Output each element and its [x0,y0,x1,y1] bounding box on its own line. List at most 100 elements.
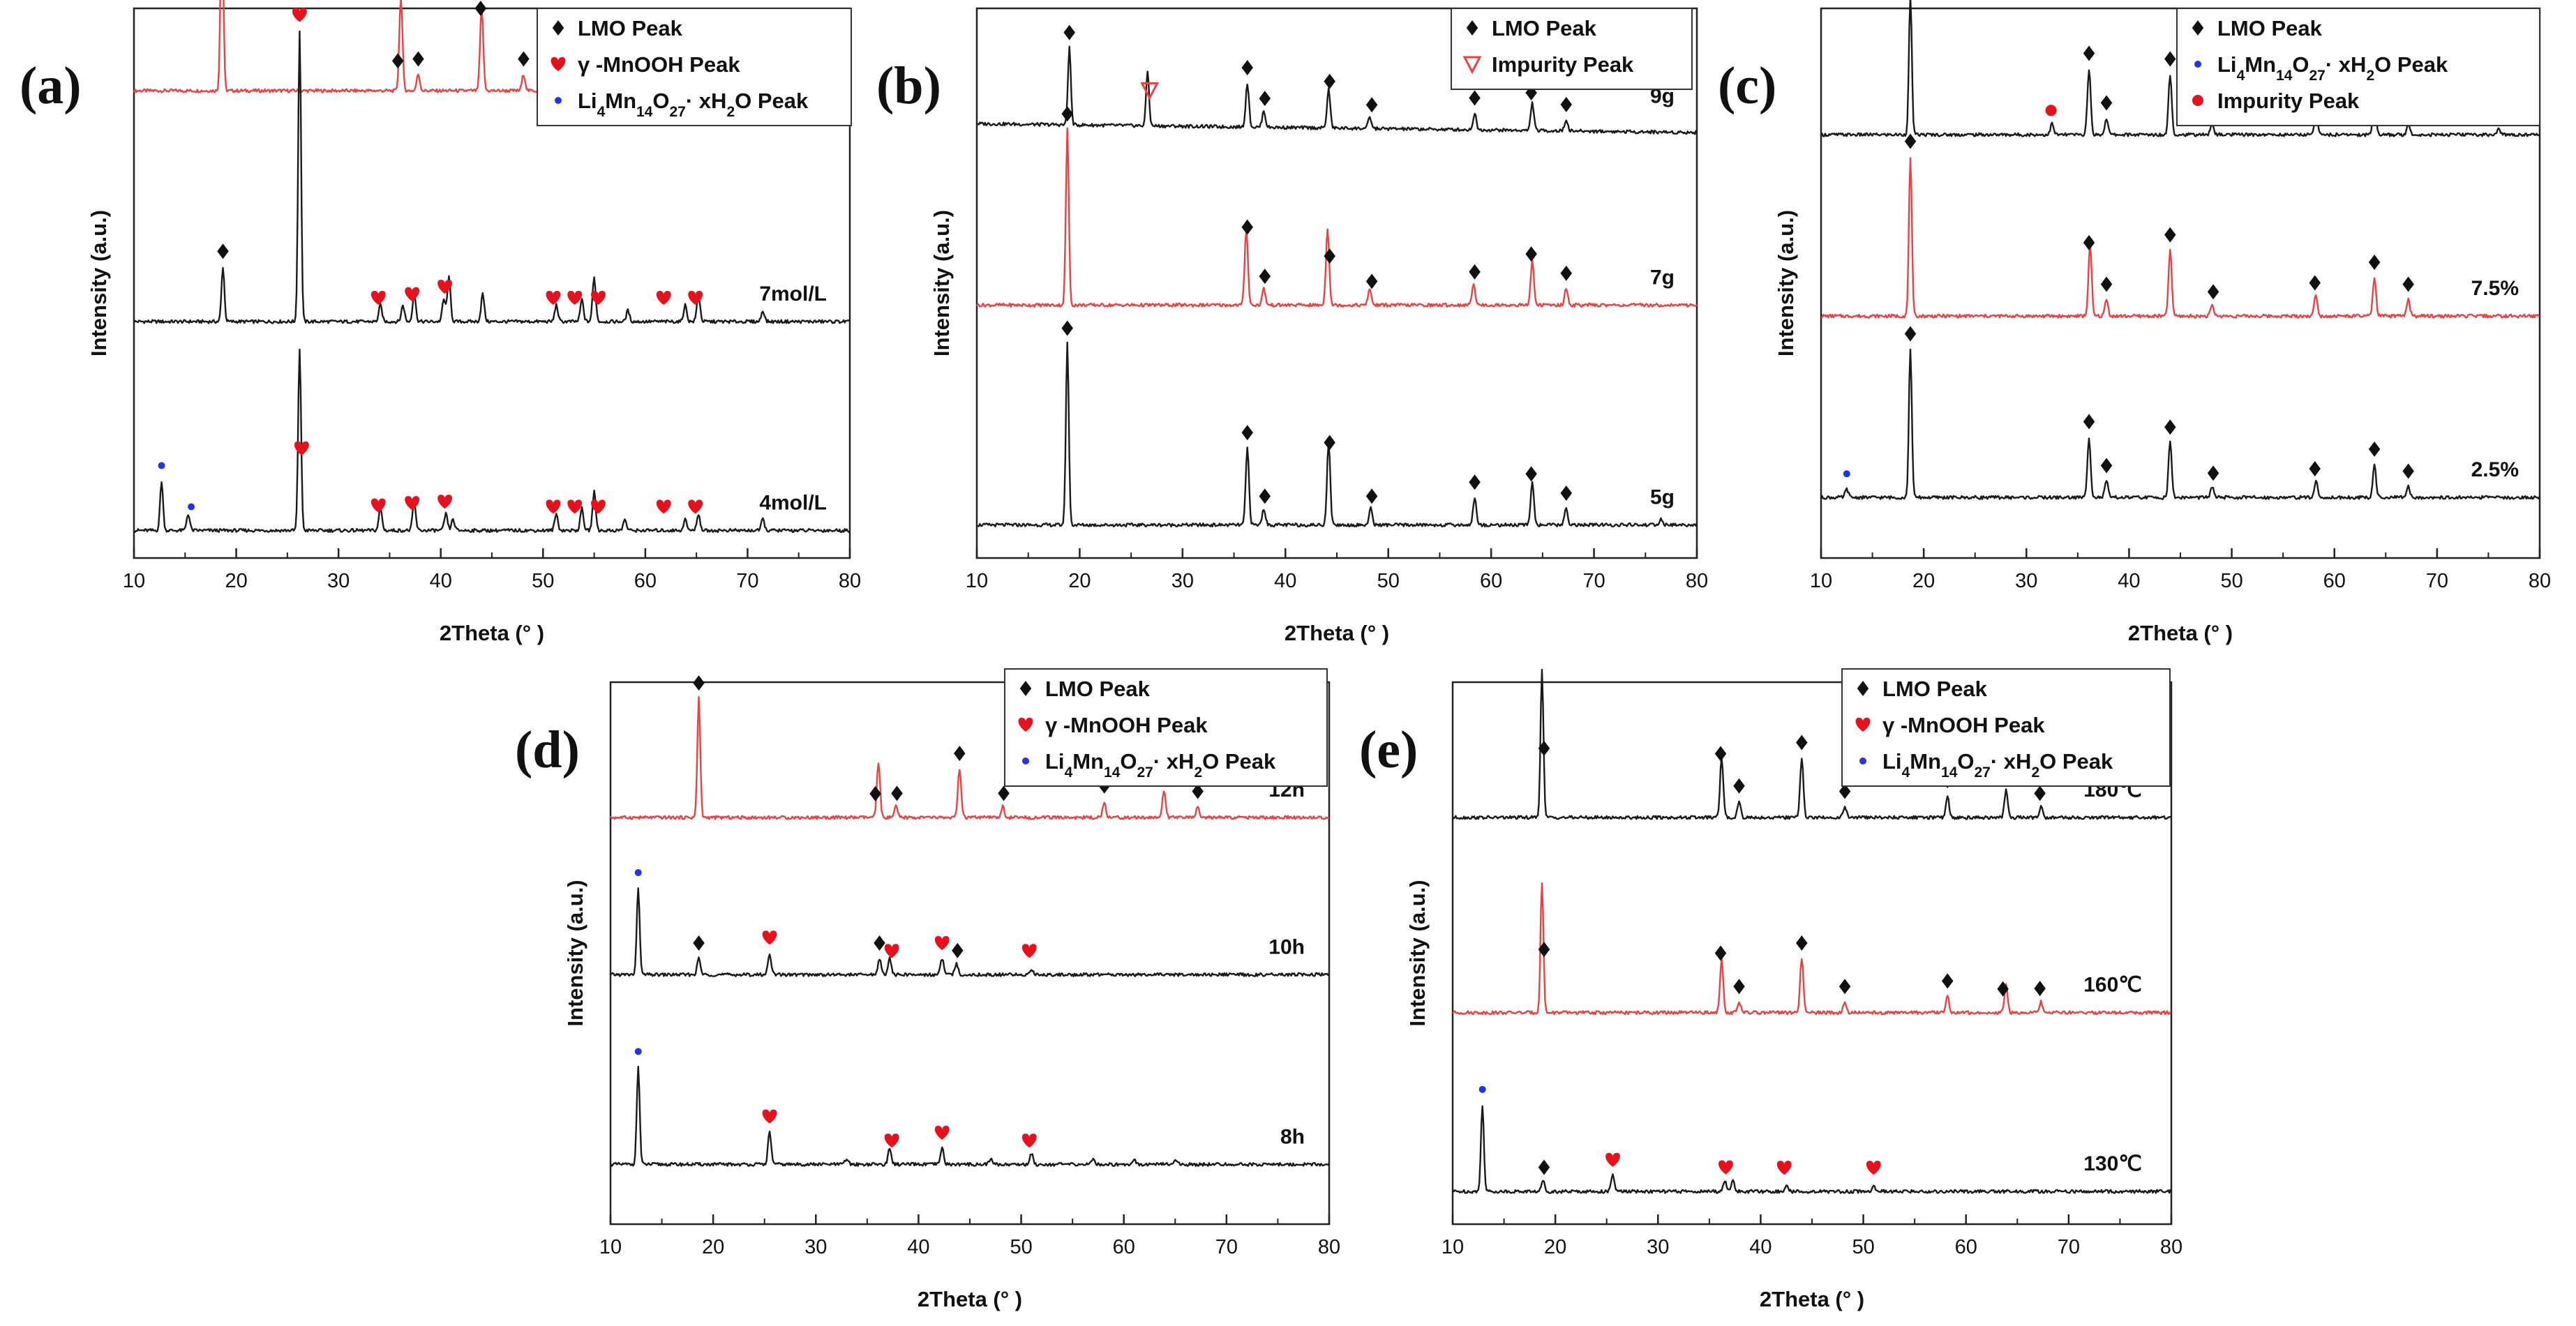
x-tick-label: 70 [1215,1236,1238,1258]
legend-label: LMO Peak [578,16,683,40]
panel-b: 10 20 30 40 50 60 70 80 2Theta (° ) Intensity (a.… [876,7,1708,645]
legend-marker-diamond [1466,20,1478,36]
series-label: 10h [1268,935,1305,958]
peak-marker-diamond [2164,227,2176,243]
series-line-10h [610,887,1330,977]
peak-marker-heart [591,290,606,306]
legend-label: γ -MnOOH Peak [1882,713,2045,737]
y-axis-title: Intensity (a.u.) [563,880,587,1026]
peak-marker-diamond [2034,981,2046,997]
legend-box [2176,8,2540,126]
series-line-5g [976,341,1698,528]
peak-marker-diamond [1061,106,1073,122]
series-label: 7.5% [2471,277,2519,300]
peak-marker-diamond [1733,778,1745,794]
series-label: 8h [1280,1125,1305,1148]
x-tick-label: 30 [327,570,350,592]
peak-marker-diamond [693,935,705,951]
peak-marker-diamond [1904,326,1917,342]
legend-box [537,8,852,126]
series-label: 160℃ [2083,974,2142,997]
panel-label: (a) [20,56,82,115]
x-tick-label: 80 [1686,570,1708,592]
peak-marker-diamond [2207,465,2219,481]
panel-label: (b) [876,56,941,115]
x-axis-title: 2Theta (° ) [1760,1287,1864,1311]
legend-marker-blue_dot [555,97,562,104]
legend-marker-heart [1018,717,1033,732]
peak-marker-diamond [518,51,530,67]
peak-marker-heart [370,290,386,306]
peak-marker-diamond [998,785,1010,801]
legend-label: γ -MnOOH Peak [1045,713,1208,737]
peak-marker-diamond [1365,97,1378,113]
x-tick-label: 10 [1441,1236,1464,1258]
peak-marker-heart [688,290,703,306]
plot-frame [975,7,1698,559]
series-line-7g [975,127,1698,308]
x-tick-label: 80 [2529,570,2551,592]
legend-marker-heart [1855,717,1871,732]
peak-marker-diamond [2100,458,2113,474]
peak-marker-diamond [1365,488,1378,504]
peak-marker-diamond [1997,981,2009,997]
peak-marker-heart [1021,1133,1037,1148]
legend-marker-diamond [1019,681,1032,696]
peak-marker-heart [656,290,671,306]
series-label: 7g [1650,266,1675,289]
peak-marker-diamond [1259,488,1271,504]
peak-marker-diamond [2083,234,2095,250]
x-axis-title: 2Theta (° ) [918,1287,1022,1311]
panel-a: 10 20 30 40 50 60 70 80 2Theta (° ) Intensity (a.… [20,0,861,645]
peak-marker-diamond [874,935,885,951]
peak-marker-heart [884,1133,899,1148]
x-tick-label: 60 [1113,1236,1135,1258]
peak-marker-diamond [1560,485,1573,501]
peak-marker-blue_dot [158,462,165,469]
peak-marker-diamond [2164,419,2176,435]
peak-marker-heart [934,935,950,951]
peak-marker-diamond [1469,90,1481,106]
peak-marker-red_dot [2045,105,2057,116]
peak-marker-diamond [1241,219,1253,235]
peak-marker-diamond [1061,320,1073,336]
peak-marker-diamond [1941,973,1954,989]
x-tick-label: 80 [839,570,861,592]
legend-box [1004,668,1328,787]
peak-marker-diamond [2034,785,2046,801]
legend-marker-diamond [552,20,564,36]
peak-marker-heart [656,499,671,514]
peak-marker-diamond [2083,45,2095,61]
peak-marker-blue_dot [188,503,195,511]
peak-marker-diamond [1796,935,1808,951]
x-tick-label: 40 [907,1236,929,1258]
x-tick-label: 70 [2058,1236,2080,1258]
peak-marker-diamond [693,675,705,691]
series-line-2.5% [1820,348,2541,500]
peak-marker-diamond [891,785,903,801]
peak-marker-blue_dot [634,869,642,877]
panel-e: 10 20 30 40 50 60 70 80 2Theta (° ) Intensity (a.… [1359,668,2182,1311]
peak-marker-diamond [2402,276,2414,292]
peak-marker-diamond [2402,463,2414,479]
series-line-180℃ [1452,668,2172,820]
panel-label: (e) [1359,721,1418,779]
peak-marker-diamond [1560,96,1573,112]
peak-marker-diamond [1259,91,1271,107]
peak-marker-diamond [2368,255,2381,270]
peak-marker-heart [1866,1161,1881,1175]
legend-label: Impurity Peak [2217,89,2360,113]
x-tick-label: 60 [634,570,657,592]
panel-c: 10 20 30 40 50 60 70 80 2Theta (° ) Intensity (a.… [1718,0,2551,645]
x-tick-label: 10 [599,1236,622,1258]
peak-marker-diamond [1525,466,1537,482]
peak-marker-diamond [1365,273,1378,289]
peak-marker-heart [1718,1160,1733,1175]
peak-marker-diamond [474,0,487,16]
peak-marker-diamond [1714,945,1727,961]
peak-marker-diamond [952,942,964,958]
x-tick-label: 20 [1544,1236,1566,1258]
legend-label: LMO Peak [1492,16,1597,40]
peak-marker-heart [405,287,420,301]
